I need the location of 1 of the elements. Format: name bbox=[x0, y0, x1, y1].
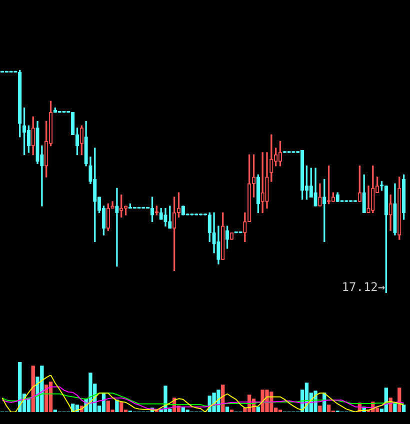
annotation: 17.12→ bbox=[342, 280, 386, 294]
